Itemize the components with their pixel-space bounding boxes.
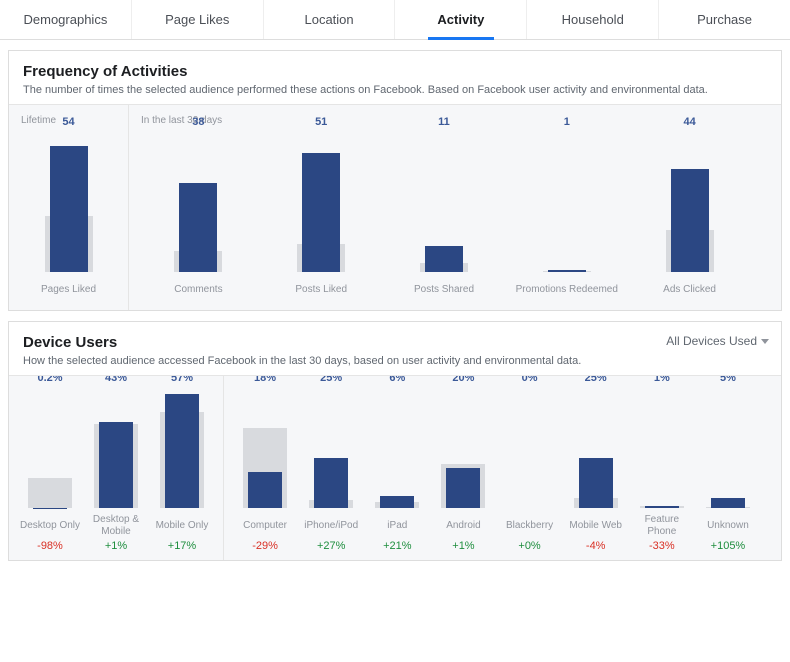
bar-category-label: iPad (387, 514, 407, 538)
bar-delta-label: +27% (317, 540, 345, 552)
bar-value-label: 11 (438, 116, 450, 128)
devices-panel-0: 0.2%Desktop Only-98%43%Desktop & Mobile+… (9, 376, 224, 560)
bar-delta-label: +0% (518, 540, 540, 552)
bar-value-label: 44 (683, 116, 695, 128)
frequency-panel-1: In the last 30 days38Comments51Posts Lik… (129, 105, 759, 310)
frequency-bar-1-3: 1 Promotions Redeemed (505, 116, 628, 302)
bar-delta-label: -29% (252, 540, 278, 552)
value-bar (671, 169, 709, 272)
bar-category-label: iPhone/iPod (304, 514, 358, 538)
devices-bar-1-5: 25%Mobile Web-4% (563, 372, 629, 552)
devices-section: Device Users How the selected audience a… (8, 321, 782, 561)
bar-delta-label: +1% (452, 540, 474, 552)
value-bar (50, 146, 88, 272)
bar-delta-label: -98% (37, 540, 63, 552)
bar-category-label: Desktop Only (20, 514, 80, 538)
devices-bar-1-4: 0%Blackberry+0% (497, 372, 563, 552)
devices-bar-1-1: 25%iPhone/iPod+27% (298, 372, 364, 552)
value-bar (579, 458, 613, 508)
devices-title: Device Users (23, 334, 767, 351)
value-bar (548, 270, 586, 272)
frequency-title: Frequency of Activities (23, 63, 767, 80)
devices-panels: 0.2%Desktop Only-98%43%Desktop & Mobile+… (9, 376, 781, 560)
tab-page-likes[interactable]: Page Likes (132, 0, 264, 39)
bar-delta-label: +17% (168, 540, 196, 552)
frequency-header: Frequency of Activities The number of ti… (9, 51, 781, 105)
bar-category-label: Feature Phone (629, 514, 695, 538)
frequency-subtitle: The number of times the selected audienc… (23, 84, 767, 96)
bar-delta-label: +21% (383, 540, 411, 552)
value-bar (99, 422, 133, 508)
bar-category-label: Android (446, 514, 480, 538)
frequency-bar-1-1: 51 Posts Liked (260, 116, 383, 302)
frequency-panel-0: Lifetime54Pages Liked (9, 105, 129, 310)
frequency-bar-0-0: 54 Pages Liked (17, 116, 120, 302)
bar-category-label: Unknown (707, 514, 749, 538)
bar-value-label: 54 (62, 116, 74, 128)
devices-bar-0-0: 0.2%Desktop Only-98% (17, 372, 83, 552)
bar-delta-label: -4% (586, 540, 606, 552)
value-bar (302, 153, 340, 272)
devices-header: Device Users How the selected audience a… (9, 322, 781, 376)
frequency-bar-1-4: 44 Ads Clicked (628, 116, 751, 302)
value-bar (380, 496, 414, 508)
bar-category-label: Posts Liked (295, 278, 347, 302)
tab-activity[interactable]: Activity (395, 0, 527, 39)
bar-value-label: 38 (192, 116, 204, 128)
devices-bar-1-6: 1%Feature Phone-33% (629, 372, 695, 552)
devices-bar-0-1: 43%Desktop & Mobile+1% (83, 372, 149, 552)
value-bar (711, 498, 745, 508)
bar-delta-label: +105% (711, 540, 746, 552)
devices-bar-1-0: 18%Computer-29% (232, 372, 298, 552)
bar-category-label: Promotions Redeemed (516, 278, 618, 302)
value-bar (446, 468, 480, 508)
devices-bar-1-2: 6%iPad+21% (364, 372, 430, 552)
tab-household[interactable]: Household (527, 0, 659, 39)
devices-bars-0: 0.2%Desktop Only-98%43%Desktop & Mobile+… (17, 402, 215, 552)
devices-bar-0-2: 57%Mobile Only+17% (149, 372, 215, 552)
bar-category-label: Comments (174, 278, 222, 302)
devices-bars-1: 18%Computer-29%25%iPhone/iPod+27%6%iPad+… (232, 402, 761, 552)
bar-category-label: Mobile Only (156, 514, 209, 538)
devices-bar-1-3: 20%Android+1% (430, 372, 496, 552)
frequency-section: Frequency of Activities The number of ti… (8, 50, 782, 311)
tab-purchase[interactable]: Purchase (659, 0, 790, 39)
value-bar (425, 246, 463, 272)
value-bar (179, 183, 217, 272)
frequency-bar-1-2: 11 Posts Shared (383, 116, 506, 302)
bar-category-label: Ads Clicked (663, 278, 716, 302)
bar-value-label: 1 (564, 116, 570, 128)
frequency-bar-1-0: 38 Comments (137, 116, 260, 302)
value-bar (165, 394, 199, 508)
tabs: DemographicsPage LikesLocationActivityHo… (0, 0, 790, 40)
devices-subtitle: How the selected audience accessed Faceb… (23, 355, 767, 367)
devices-panel-1: 18%Computer-29%25%iPhone/iPod+27%6%iPad+… (224, 376, 769, 560)
bar-category-label: Pages Liked (41, 278, 96, 302)
comparison-bar (28, 478, 72, 508)
bar-category-label: Desktop & Mobile (83, 514, 149, 538)
frequency-panels: Lifetime54Pages LikedIn the last 30 days… (9, 105, 781, 310)
frequency-bars-0: 54Pages Liked (17, 132, 120, 302)
devices-dropdown[interactable]: All Devices Used (666, 334, 769, 348)
devices-bar-1-7: 5%Unknown+105% (695, 372, 761, 552)
bar-delta-label: +1% (105, 540, 127, 552)
bar-category-label: Blackberry (506, 514, 553, 538)
bar-value-label: 51 (315, 116, 327, 128)
bar-category-label: Mobile Web (569, 514, 622, 538)
chevron-down-icon (761, 339, 769, 344)
value-bar (248, 472, 282, 508)
bar-delta-label: -33% (649, 540, 675, 552)
tab-location[interactable]: Location (264, 0, 396, 39)
bar-category-label: Computer (243, 514, 287, 538)
value-bar (645, 506, 679, 508)
tab-demographics[interactable]: Demographics (0, 0, 132, 39)
frequency-bars-1: 38Comments51Posts Liked11Posts Shared1Pr… (137, 132, 751, 302)
bar-category-label: Posts Shared (414, 278, 474, 302)
devices-dropdown-label: All Devices Used (666, 334, 757, 348)
value-bar (314, 458, 348, 508)
